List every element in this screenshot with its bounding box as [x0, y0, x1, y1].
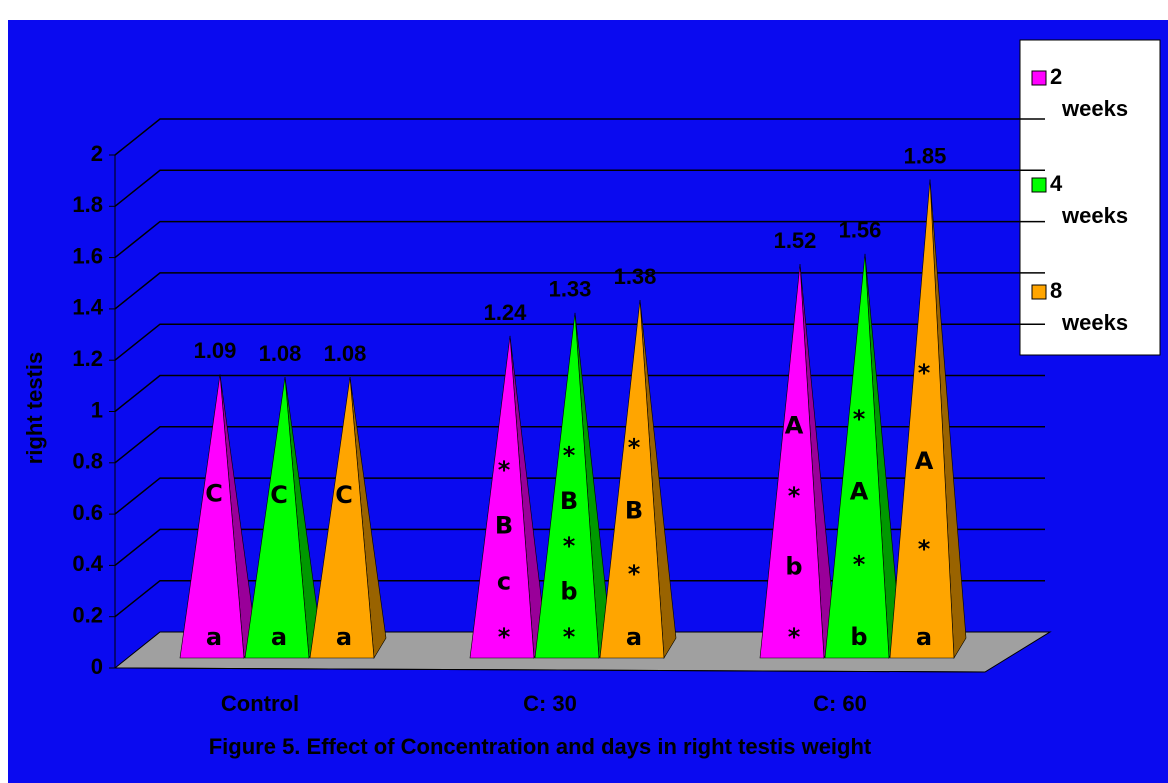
annotation: * [628, 434, 641, 462]
legend-word: 2 [1050, 64, 1062, 89]
annotation: * [563, 532, 576, 560]
x-tick-label: C: 30 [523, 691, 577, 716]
pyramid [534, 312, 600, 659]
annotation: A [785, 411, 804, 439]
value-label: 1.24 [484, 300, 528, 325]
grid-line [114, 220, 1045, 259]
chart-title: Figure 5. Effect of Concentration and da… [209, 734, 872, 759]
legend-word: weeks [1061, 96, 1128, 121]
annotation: A [915, 447, 934, 475]
grid-line [114, 272, 1045, 310]
y-tick-label: 1.8 [72, 192, 103, 217]
annotation: B [495, 512, 513, 540]
y-axis-label: right testis [22, 352, 47, 464]
pyramid [759, 264, 825, 659]
annotation: * [918, 535, 931, 563]
value-label: 1.85 [904, 143, 947, 168]
annotation: b [560, 578, 577, 606]
annotation: * [853, 405, 866, 433]
annotation: C [270, 481, 288, 509]
y-tick-label: 2 [91, 141, 103, 166]
annotation: a [271, 623, 287, 651]
annotation: a [626, 623, 642, 651]
value-label: 1.08 [259, 341, 302, 366]
annotation: a [336, 623, 352, 651]
legend-swatch [1031, 284, 1047, 300]
legend-label: 4 weeks [1050, 171, 1128, 228]
pyramid [469, 335, 535, 659]
legend-swatch [1031, 177, 1047, 193]
grid-line [114, 528, 1045, 566]
pyramid [599, 299, 665, 659]
x-axis [114, 667, 986, 673]
annotation: a [916, 623, 932, 651]
annotation: * [563, 623, 576, 651]
annotation: a [206, 623, 222, 651]
annotation: * [563, 441, 576, 469]
y-tick-label: 0.4 [72, 551, 103, 576]
annotation: * [788, 482, 801, 510]
value-label: 1.56 [839, 218, 882, 243]
value-label: 1.38 [614, 264, 657, 289]
legend-word: 8 [1050, 278, 1062, 303]
annotation: b [850, 623, 867, 651]
grid-line [114, 477, 1045, 515]
y-tick-label: 0.8 [72, 449, 103, 474]
legend-label: 2 weeks [1050, 64, 1128, 121]
y-tick-label: 1.6 [72, 243, 103, 268]
legend-word: weeks [1061, 310, 1128, 335]
value-label: 1.52 [774, 228, 817, 253]
value-label: 1.33 [549, 277, 592, 302]
annotation: * [498, 456, 511, 484]
value-label: 1.08 [324, 341, 367, 366]
annotation: c [497, 567, 511, 595]
pyramid [309, 376, 375, 659]
legend-swatch [1031, 70, 1047, 86]
y-tick-label: 0.2 [72, 603, 103, 628]
annotation: * [918, 359, 931, 387]
annotation: * [788, 623, 801, 651]
annotation: * [498, 623, 511, 651]
annotation: C [335, 481, 353, 509]
y-tick-label: 1 [91, 397, 103, 422]
legend-word: 4 [1050, 171, 1063, 196]
annotation: C [205, 480, 223, 508]
annotation: B [625, 497, 643, 525]
value-label: 1.09 [194, 338, 237, 363]
pyramid [824, 253, 890, 659]
legend-word: weeks [1061, 203, 1128, 228]
legend [1019, 39, 1161, 356]
annotation: * [628, 560, 641, 588]
grid-line [114, 118, 1045, 156]
y-tick-label: 0.6 [72, 500, 103, 525]
x-tick-label: Control [221, 691, 299, 716]
grid-line [114, 426, 1045, 464]
legend-label: 8 weeks [1050, 278, 1128, 335]
annotation: * [853, 550, 866, 578]
annotation: A [850, 478, 869, 506]
pyramid [889, 179, 955, 659]
grid-line [114, 579, 1045, 618]
y-tick-label: 0 [91, 654, 103, 679]
annotation: B [560, 487, 578, 515]
grid-line [114, 169, 1045, 207]
grid-line [114, 374, 1045, 413]
y-tick-label: 1.2 [72, 346, 103, 371]
x-tick-label: C: 60 [813, 691, 867, 716]
pyramid [179, 374, 245, 659]
grid-line [114, 323, 1045, 361]
y-tick-label: 1.4 [72, 295, 103, 320]
pyramid [244, 376, 310, 659]
annotation: b [785, 552, 802, 580]
